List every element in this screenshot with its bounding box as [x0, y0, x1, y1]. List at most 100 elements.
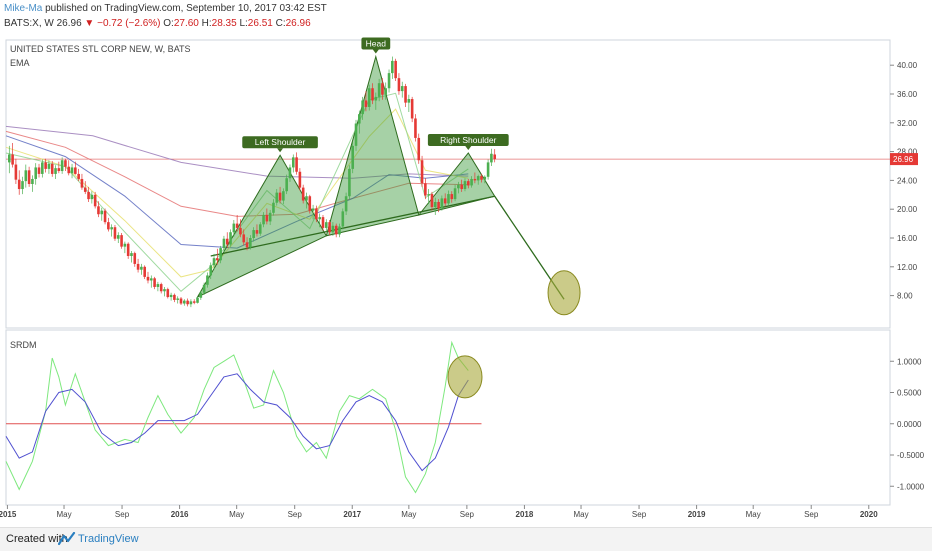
candle: [298, 168, 302, 191]
candle-body: [275, 192, 279, 203]
candle-body: [311, 208, 315, 211]
candle-body: [159, 284, 163, 292]
target-ellipse[interactable]: [547, 270, 581, 316]
candle-body: [358, 114, 361, 124]
candle-body: [87, 191, 90, 200]
candle-body: [110, 227, 113, 230]
candle: [64, 158, 67, 172]
candle: [14, 158, 18, 184]
candle: [427, 189, 430, 205]
candle: [420, 155, 424, 187]
candle-body: [216, 258, 219, 261]
candle: [176, 296, 180, 304]
created-with-text: Created with: [6, 533, 68, 545]
tradingview-logo-icon: [58, 532, 76, 546]
candle-body: [295, 157, 298, 172]
candle: [361, 96, 364, 120]
candle: [404, 83, 407, 107]
candle-body: [123, 243, 127, 247]
candle-body: [433, 202, 437, 208]
candle: [17, 170, 21, 195]
candle: [212, 253, 216, 270]
candle: [229, 229, 232, 247]
candle-body: [384, 88, 388, 95]
candle-body: [41, 162, 44, 174]
x-tick-label: 2015: [0, 510, 17, 519]
y-tick-label: 12.00: [897, 263, 918, 272]
candle-body: [130, 253, 133, 256]
candle-body: [252, 230, 255, 238]
candle-body: [397, 78, 401, 92]
candle-body: [450, 194, 454, 200]
price-pane[interactable]: 40.00 36.00 32.00 28.00 24.00 20.00 16.00 12.00…: [5, 37, 918, 329]
candle: [424, 178, 427, 200]
candle: [24, 164, 28, 188]
annotation-label[interactable]: Head: [361, 37, 391, 54]
candle-body: [381, 83, 384, 95]
srdm-y-tick-label: 1.0000: [897, 357, 922, 366]
annotation-box: [427, 134, 509, 147]
chart-canvas[interactable]: 40.00 36.00 32.00 28.00 24.00 20.00 16.00 12.00…: [0, 0, 932, 527]
candle-body: [420, 160, 424, 184]
candle-body: [163, 289, 166, 292]
candle: [202, 282, 206, 295]
candle: [199, 291, 203, 300]
x-tick-label: Sep: [460, 510, 475, 519]
candle-body: [143, 266, 146, 277]
low-label: L:: [239, 18, 248, 29]
candle-body: [74, 167, 77, 174]
candle-body: [285, 178, 288, 192]
candle: [8, 145, 11, 174]
candle-body: [166, 289, 170, 298]
candle-body: [107, 222, 110, 230]
candle: [331, 222, 335, 236]
candle: [407, 94, 411, 112]
candle: [480, 173, 483, 183]
srdm-target-ellipse[interactable]: [447, 355, 483, 399]
candle: [44, 158, 47, 173]
annotation-label[interactable]: Left Shoulder: [242, 136, 318, 153]
candle-body: [344, 196, 348, 212]
candle-body: [245, 242, 249, 248]
candle: [163, 286, 166, 297]
candle: [493, 149, 497, 163]
candle-body: [466, 181, 470, 186]
candle: [113, 225, 117, 241]
candle-body: [149, 278, 153, 281]
candle: [410, 96, 414, 123]
srdm-pane[interactable]: 1.0000 0.5000 0.0000 -0.5000 -1.0000: [5, 329, 925, 506]
candle-body: [239, 227, 242, 235]
candle: [31, 175, 34, 192]
candle-body: [54, 168, 57, 174]
candle: [189, 299, 193, 308]
candle: [107, 217, 110, 232]
candle: [387, 69, 391, 93]
tradingview-brand[interactable]: TradingView: [78, 533, 139, 545]
candle: [153, 276, 156, 290]
author-link[interactable]: Mike-Ma: [4, 3, 43, 14]
last-price-badge: [890, 153, 918, 166]
candle-body: [31, 178, 34, 184]
candle-body: [255, 230, 259, 234]
candle-body: [348, 168, 351, 197]
candle-body: [100, 210, 104, 215]
candle-body: [93, 194, 97, 207]
candle-body: [136, 263, 140, 270]
annotation-label[interactable]: Right Shoulder: [427, 134, 509, 151]
time-axis[interactable]: 2015 May Sep 2016 May Sep 2017 May Sep 2018 May Sep…: [0, 505, 878, 519]
candle-body: [463, 181, 467, 190]
candle: [100, 207, 104, 221]
candle: [37, 163, 41, 178]
candle-body: [374, 96, 378, 101]
candle: [179, 297, 183, 305]
srdm-indicator-label: SRDM: [10, 340, 37, 350]
candle: [70, 163, 74, 179]
candle-body: [268, 212, 272, 222]
candle: [74, 161, 77, 175]
candle-body: [258, 224, 262, 234]
candle: [47, 160, 51, 174]
candle: [255, 224, 259, 237]
candle-body: [212, 258, 216, 266]
candle-body: [47, 163, 51, 169]
candle: [249, 235, 252, 250]
